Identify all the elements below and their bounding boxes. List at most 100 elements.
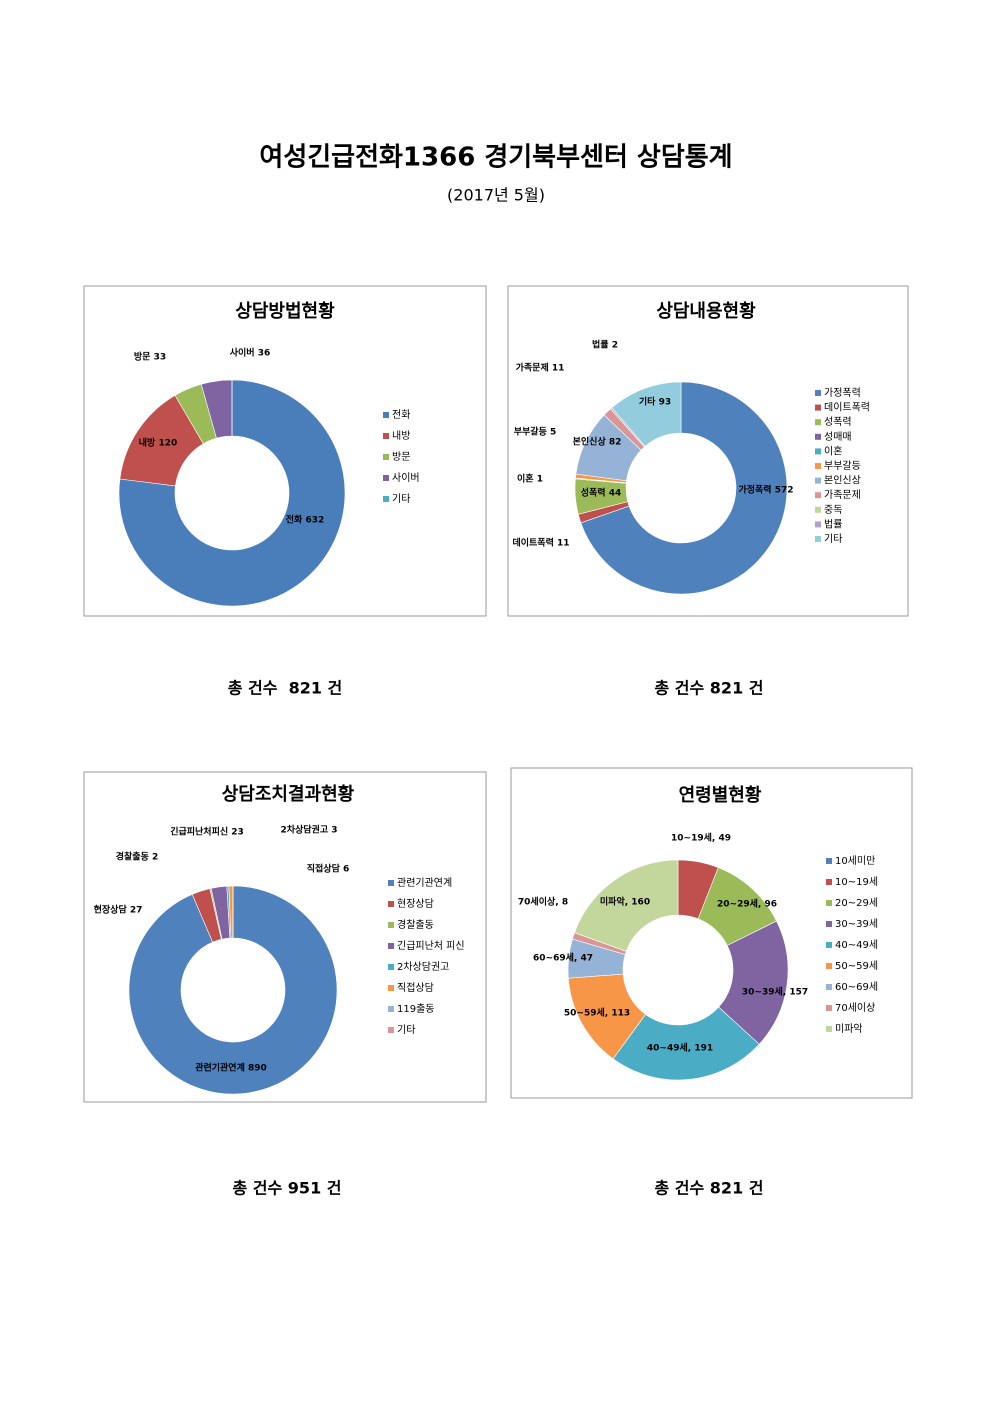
legend-label: 30~39세 <box>835 918 878 930</box>
data-label: 20~29세, 96 <box>717 898 777 910</box>
legend-swatch <box>815 506 821 513</box>
data-label: 2차상담권고 3 <box>280 824 337 836</box>
legend-swatch <box>388 922 394 928</box>
data-label: 10~19세, 49 <box>671 832 731 844</box>
legend-label: 가정폭력 <box>824 387 861 399</box>
data-label: 본인신상 82 <box>573 436 622 448</box>
legend-label: 70세이상 <box>835 1002 875 1014</box>
data-label: 가족문제 11 <box>516 362 565 374</box>
legend-label: 데이트폭력 <box>824 402 870 414</box>
legend-swatch <box>388 901 394 907</box>
legend-swatch <box>383 475 389 481</box>
legend-label: 기타 <box>824 533 842 545</box>
legend-label: 40~49세 <box>835 939 878 951</box>
legend-label: 119출동 <box>397 1003 435 1015</box>
legend-label: 중독 <box>824 504 842 516</box>
legend-label: 성폭력 <box>824 416 852 428</box>
legend-label: 미파악 <box>835 1023 863 1035</box>
chart-title: 상담조치결과현황 <box>222 784 355 805</box>
legend-swatch <box>826 879 832 885</box>
legend-swatch <box>826 942 832 948</box>
data-label: 사이버 36 <box>230 347 271 359</box>
legend-swatch <box>383 412 389 418</box>
data-label: 기타 93 <box>639 396 671 408</box>
legend-label: 2차상담권고 <box>397 961 449 973</box>
data-label: 내방 120 <box>139 437 177 449</box>
legend-swatch <box>388 880 394 886</box>
data-label: 긴급피난처피신 23 <box>170 826 244 838</box>
page-subtitle: (2017년 5월) <box>447 186 545 205</box>
data-label: 전화 632 <box>286 514 324 526</box>
legend-swatch <box>815 448 821 455</box>
data-label: 미파악, 160 <box>600 896 650 908</box>
legend-label: 성매매 <box>824 431 852 443</box>
legend-label: 현장상담 <box>397 898 434 910</box>
donut-slice <box>118 379 346 607</box>
legend-label: 20~29세 <box>835 897 878 909</box>
donut-slice <box>611 381 682 447</box>
page-title: 여성긴급전화1366 경기북부센터 상담통계 <box>259 143 732 173</box>
legend-swatch <box>826 858 832 864</box>
legend-swatch <box>815 419 821 426</box>
data-label: 부부갈등 5 <box>514 426 557 438</box>
donut-slice <box>574 859 679 952</box>
chart-title: 상담방법현황 <box>235 301 335 322</box>
data-label: 70세이상, 8 <box>518 896 568 908</box>
legend-swatch <box>815 492 821 499</box>
chart-caption: 총 건수 821 건 <box>228 679 343 698</box>
legend-label: 전화 <box>392 409 410 421</box>
legend-swatch <box>815 463 821 469</box>
legend-swatch <box>826 963 832 969</box>
data-label: 경찰출동 2 <box>116 851 159 863</box>
legend-label: 본인신상 <box>824 475 861 487</box>
chart-caption: 총 건수 821 건 <box>655 1179 764 1198</box>
chart-caption: 총 건수 951 건 <box>233 1179 342 1198</box>
data-label: 40~49세, 191 <box>647 1042 713 1054</box>
data-label: 이혼 1 <box>517 473 543 485</box>
legend-label: 직접상담 <box>397 982 434 994</box>
data-label: 관련기관연계 890 <box>195 1062 267 1074</box>
legend-swatch <box>383 433 389 439</box>
legend-label: 경찰출동 <box>397 918 434 931</box>
legend-swatch <box>383 496 389 502</box>
data-label: 60~69세, 47 <box>533 952 593 964</box>
donut-slice <box>580 381 788 595</box>
data-label: 30~39세, 157 <box>742 986 808 998</box>
donut-slice <box>718 920 789 1045</box>
data-label: 법률 2 <box>592 339 618 351</box>
legend-swatch <box>826 984 832 990</box>
legend-label: 사이버 <box>392 472 420 484</box>
legend-label: 내방 <box>392 430 410 442</box>
legend-swatch <box>826 921 832 927</box>
legend-swatch <box>815 390 821 396</box>
chart-caption: 총 건수 821 건 <box>655 679 764 698</box>
legend-label: 관련기관연계 <box>397 877 452 889</box>
legend-swatch <box>815 404 821 411</box>
legend-swatch <box>815 477 821 484</box>
legend-label: 긴급피난처 피신 <box>397 940 465 952</box>
data-label: 현장상담 27 <box>94 904 143 916</box>
legend-swatch <box>383 454 389 460</box>
legend-swatch <box>388 985 394 991</box>
legend-swatch <box>815 433 821 440</box>
legend-label: 방문 <box>392 451 410 463</box>
data-label: 데이트폭력 11 <box>512 537 569 549</box>
donut-slice <box>612 1006 760 1081</box>
legend-swatch <box>388 1006 394 1012</box>
legend-swatch <box>388 964 394 970</box>
chart-title: 상담내용현황 <box>656 301 756 322</box>
legend-label: 가족문제 <box>824 489 861 501</box>
legend-label: 기타 <box>397 1024 415 1036</box>
legend-swatch <box>388 943 394 949</box>
legend-label: 법률 <box>824 518 842 530</box>
legend-swatch <box>388 1027 394 1033</box>
legend-swatch <box>826 1005 832 1011</box>
donut-slice <box>128 885 338 1095</box>
chart-title: 연령별현황 <box>679 785 762 806</box>
legend-label: 10~19세 <box>835 876 878 888</box>
legend-swatch <box>826 1026 832 1032</box>
data-label: 50~59세, 113 <box>564 1007 630 1019</box>
legend-label: 60~69세 <box>835 981 878 993</box>
legend-label: 50~59세 <box>835 960 878 972</box>
